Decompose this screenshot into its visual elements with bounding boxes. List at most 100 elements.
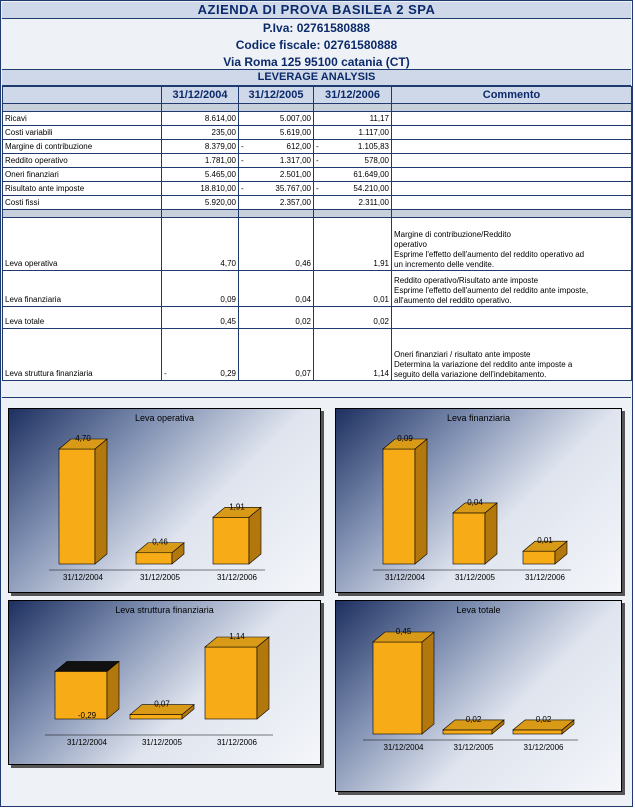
chart-title: Leva operativa [134,413,195,423]
cell-value: 35.767,00 [275,184,311,193]
value-2006: 1.117,00 [313,125,392,140]
cell-value: 61.649,00 [353,170,389,179]
cell-value: 2.501,00 [279,170,311,179]
bar-front [372,641,423,735]
chart-leva-totale: Leva totale 0,45 31/12/2004 0,02 31/12/2005 0… [335,600,622,792]
category-label: 31/12/2005 [453,743,494,752]
category-label: 31/12/2006 [523,743,564,752]
negative-sign: - [241,184,244,193]
bar-front [135,552,173,565]
chart-title: Leva struttura finanziaria [115,605,214,615]
data-label: 0,02 [536,715,552,724]
leverage-label: Leva totale [2,306,162,329]
negative-sign: - [316,156,319,165]
value-2006: 61.649,00 [313,167,392,182]
company-name: AZIENDA DI PROVA BASILEA 2 SPA [2,2,631,19]
category-label: 31/12/2006 [217,738,258,747]
leverage-value-2006: 1,91 [313,217,392,271]
leverage-value-2006: 1,14 [313,328,392,381]
data-label: 0,02 [466,715,482,724]
data-label: 1,14 [229,632,245,641]
value-2004: 5.465,00 [161,167,239,182]
comment-line: Determina la variazione del reddito ante… [394,360,573,369]
leverage-value-2006: 0,02 [313,306,392,329]
value-2005: 2.501,00 [238,167,314,182]
negative-sign: - [316,184,319,193]
cell-value: 2.357,00 [279,198,311,207]
data-label: -0,29 [78,711,97,720]
negative-sign: - [241,156,244,165]
cell-value: 5.007,00 [279,114,311,123]
value-2006: - 54.210,00 [313,181,392,196]
bar-front [512,729,563,735]
category-label: 31/12/2006 [217,573,258,582]
bar [522,540,568,565]
cell-value: 8.614,00 [204,114,236,123]
value-2005: - 1.317,00 [238,153,314,168]
cell-value: 0,45 [220,317,236,326]
address: Via Roma 125 95100 catania (CT) [223,55,410,69]
row-label: Oneri finanziari [2,167,162,182]
chart-leva-operativa: Leva operativa 4,70 31/12/2004 0,46 31/12/20… [8,408,321,593]
value-2004: 8.379,00 [161,139,239,154]
data-label: 1,91 [229,502,245,511]
bar-top [54,661,120,672]
comment-cell [391,153,632,168]
data-label: 0,04 [467,498,483,507]
negative-sign: - [316,142,319,151]
comment-cell [391,181,632,196]
comment-line: Esprime l'effetto dell'aumento del reddi… [394,286,589,295]
cell-value: 8.379,00 [204,142,236,151]
chart-title: Leva totale [456,605,501,615]
separator-row [2,209,632,218]
leverage-label: Leva operativa [2,217,162,271]
comment-cell [391,139,632,154]
row-label: Reddito operativo [2,153,162,168]
data-label: 0,46 [152,538,168,547]
bar-top [452,502,498,514]
bar-top [58,438,108,450]
leverage-value-2005: 0,02 [238,306,314,329]
bar-front [58,448,96,565]
comment-line: operativo [394,240,427,249]
cell-value: 11,17 [369,114,389,123]
negative-sign: - [164,369,167,378]
leverage-row: Leva totale 0,45 0,02 0,02 [2,306,632,329]
data-label: 0,01 [537,536,553,545]
data-label: 0,07 [154,700,170,709]
table-row: Ricavi 8.614,00 5.007,00 11,17 [2,111,632,126]
category-label: 31/12/2006 [525,573,566,582]
charts-area: Leva operativa 4,70 31/12/2004 0,46 31/12/20… [2,397,631,806]
row-label: Risultato ante imposte [2,181,162,196]
comment-line: Margine di contribuzione/Reddito [394,230,511,239]
category-label: 31/12/2005 [140,573,181,582]
category-label: 31/12/2004 [383,743,424,752]
cell-value: 0,29 [220,369,236,378]
cell-value: 5.465,00 [204,170,236,179]
leverage-value-2005: 0,04 [238,270,314,307]
bar [129,703,195,720]
value-2005: - 35.767,00 [238,181,314,196]
leverage-row: Leva finanziaria 0,09 0,04 0,01 Reddito oper… [2,270,632,307]
bar [372,631,435,735]
leverage-label: Leva struttura finanziaria [2,328,162,381]
comment-line: un incremento delle vendite. [394,260,495,269]
comment-line: Esprime l'effetto dell'aumento del reddi… [394,250,585,259]
bar-front [382,448,416,565]
bar [204,636,270,720]
bar-front [522,550,556,565]
column-header-2004: 31/12/2004 [161,86,239,104]
bar-front [204,646,258,720]
value-2005: - 612,00 [238,139,314,154]
comment-cell [391,111,632,126]
bar-top [129,704,195,715]
leverage-comment: Margine di contribuzione/Reddito operativ… [391,217,632,271]
leverage-value-2005: 0,46 [238,217,314,271]
bar [54,660,120,720]
value-2006: - 1.105,83 [313,139,392,154]
bar [382,438,428,565]
bar [58,438,108,565]
value-2004: 18.810,00 [161,181,239,196]
bar-front [452,512,486,565]
